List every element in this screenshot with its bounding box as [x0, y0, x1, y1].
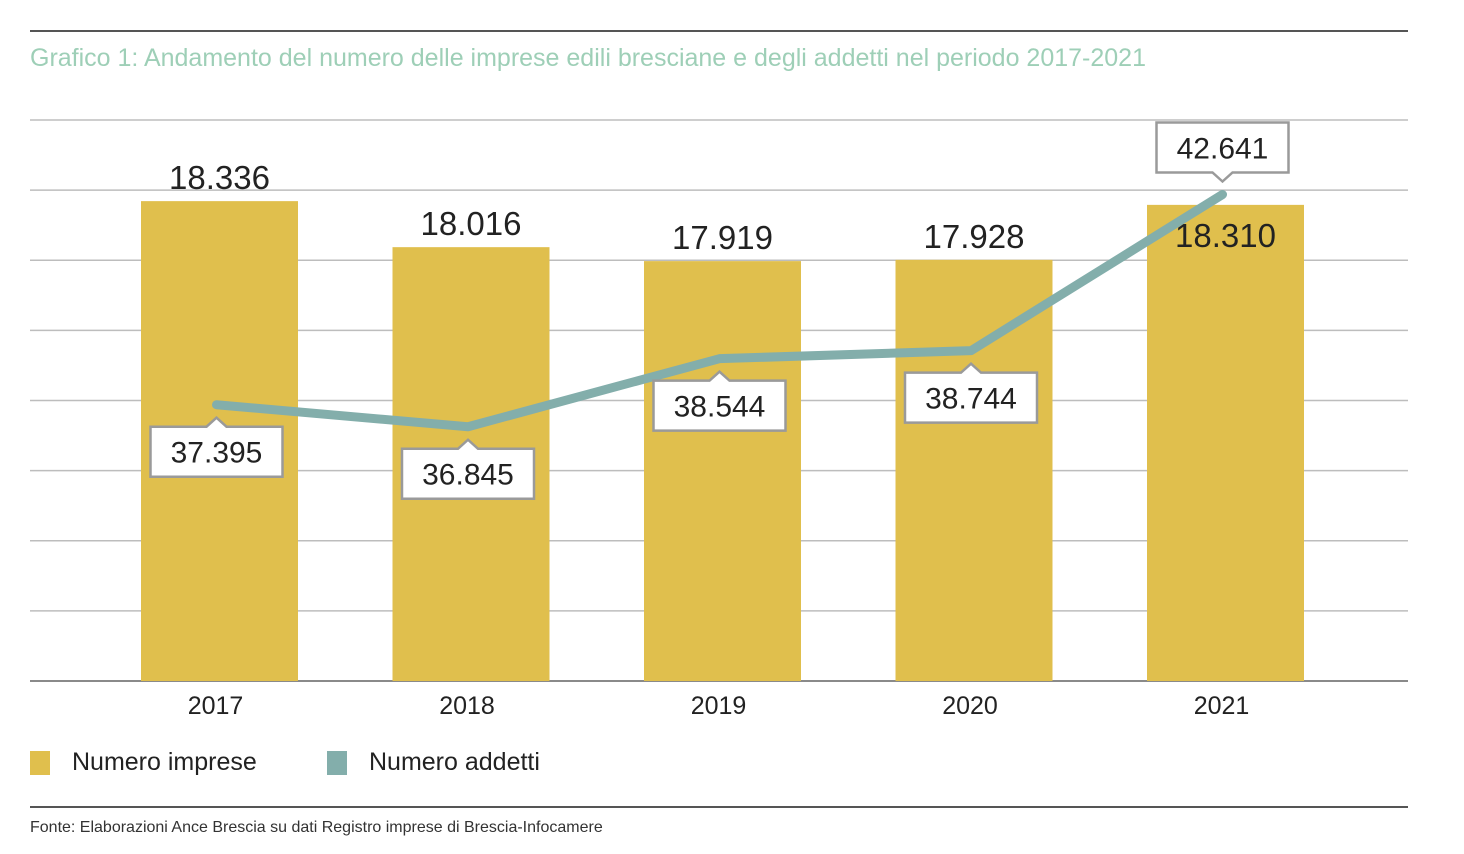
callout-box-2018 [400, 438, 536, 500]
callout-box-2021 [1155, 121, 1290, 184]
x-tick-2019: 2019 [691, 692, 747, 720]
bar-label-2018: 18.016 [421, 205, 522, 242]
bar-label-2017: 18.336 [169, 159, 270, 196]
bar-label-2021: 18.310 [1175, 217, 1276, 254]
bar-value-labels: 18.336 18.016 17.919 17.928 18.310 [169, 159, 1276, 256]
top-rule [30, 30, 1408, 32]
line-series [212, 189, 1227, 432]
callout-2017: 37.395 [149, 416, 284, 478]
callout-2021: 42.641 [1155, 121, 1290, 184]
legend-label-addetti: Numero addetti [369, 748, 540, 776]
x-tick-2018: 2018 [439, 692, 495, 720]
legend-item-addetti: Numero addetti [327, 748, 540, 777]
x-tick-2020: 2020 [942, 692, 998, 720]
legend-label-imprese: Numero imprese [72, 748, 257, 776]
line-label-2018: 36.845 [422, 459, 514, 492]
callout-2019: 38.544 [652, 369, 787, 432]
callout-2020: 38.744 [903, 361, 1039, 424]
chart-title: Grafico 1: Andamento del numero delle im… [30, 44, 1146, 72]
line-label-2020: 38.744 [925, 383, 1017, 416]
x-tick-2021: 2021 [1194, 692, 1250, 720]
legend-swatch-imprese [30, 750, 50, 775]
bar-2020 [895, 259, 1053, 681]
callout-box-2017 [149, 416, 284, 478]
line-label-2021: 42.641 [1177, 132, 1269, 165]
x-axis-ticks: 2017 2018 2019 2020 2021 [188, 692, 1250, 720]
legend-swatch-addetti [327, 750, 347, 775]
bottom-rule [30, 806, 1408, 808]
source-note: Fonte: Elaborazioni Ance Brescia su dati… [30, 819, 603, 836]
callout-box-2019 [652, 369, 787, 432]
bar-label-2019: 17.919 [672, 219, 773, 256]
callout-box-2020 [903, 361, 1039, 424]
line-label-2019: 38.544 [674, 391, 766, 424]
bar-label-2020: 17.928 [924, 218, 1025, 255]
legend-item-imprese: Numero imprese [30, 748, 257, 777]
bar-series [141, 201, 1304, 682]
line-value-labels: 37.395 36.845 38.544 38.744 42.641 [149, 121, 1290, 500]
x-tick-2017: 2017 [188, 692, 244, 720]
callout-2018: 36.845 [400, 438, 536, 500]
bar-2021 [1147, 204, 1304, 681]
line-label-2017: 37.395 [171, 437, 263, 470]
bar-2019 [644, 261, 801, 681]
